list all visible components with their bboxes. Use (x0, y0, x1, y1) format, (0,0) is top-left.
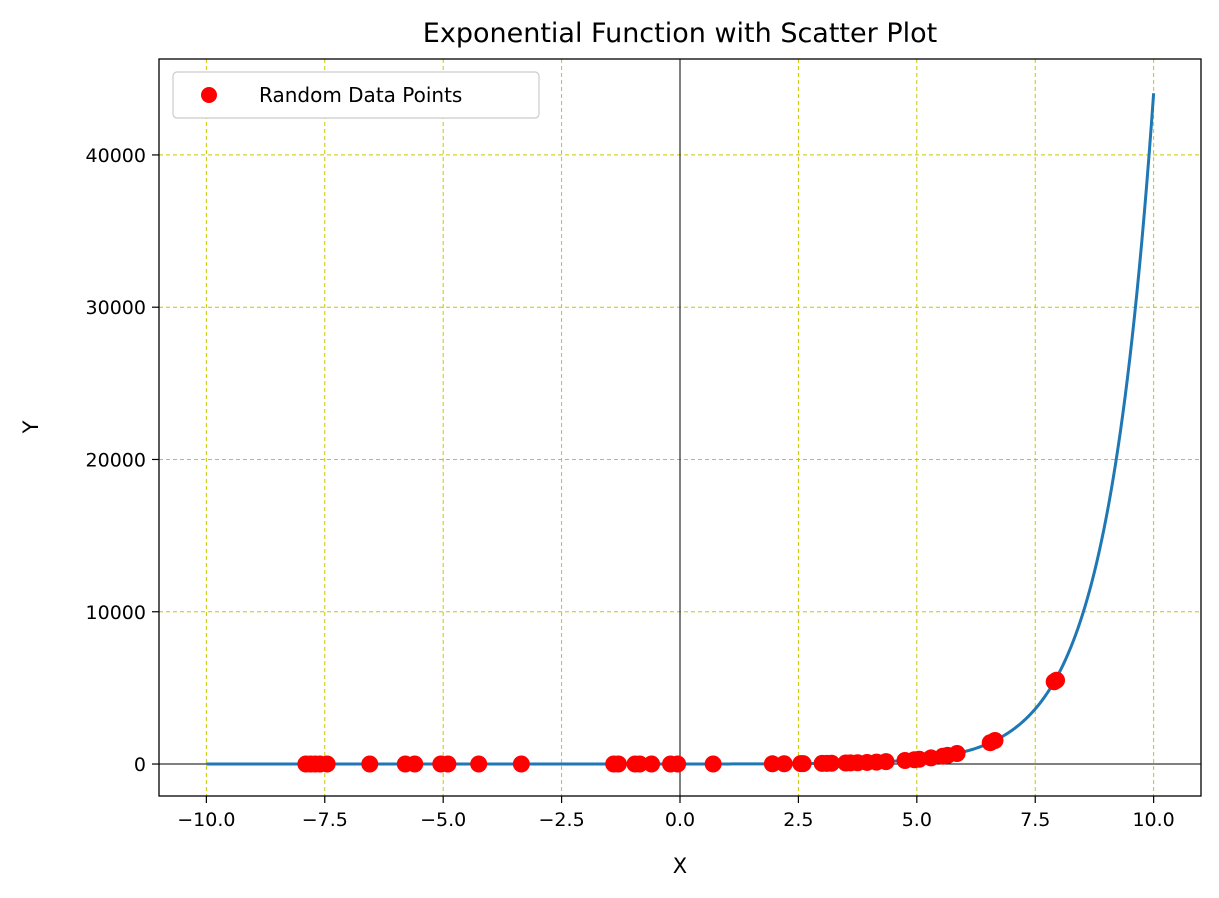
y-tick-label: 30000 (86, 297, 146, 319)
scatter-point (669, 755, 687, 773)
y-tick-label: 0 (134, 754, 146, 776)
x-tick-label: 0.0 (665, 809, 695, 831)
y-axis-label: Y (19, 420, 43, 434)
legend-marker (201, 87, 217, 103)
legend-box (172, 71, 540, 119)
scatter-point (406, 755, 424, 773)
x-axis-ticks: −10.0 −7.5 −5.0 −2.5 0.0 2.5 5.0 7.5 10.0 (177, 796, 1175, 831)
scatter-points-group (297, 671, 1066, 773)
scatter-point (704, 755, 722, 773)
y-tick-label: 10000 (86, 602, 146, 624)
x-tick-label: −7.5 (302, 809, 348, 831)
legend: Random Data Points (172, 71, 540, 119)
scatter-point (794, 755, 812, 773)
x-tick-label: 5.0 (902, 809, 932, 831)
scatter-point (986, 731, 1004, 749)
scatter-point (877, 753, 895, 771)
scatter-point (643, 755, 661, 773)
x-tick-label: 7.5 (1020, 809, 1050, 831)
x-tick-label: 2.5 (783, 809, 813, 831)
scatter-point (361, 755, 379, 773)
scatter-point (775, 755, 793, 773)
scatter-point (948, 744, 966, 762)
y-axis-ticks: 0 10000 20000 30000 40000 (86, 145, 159, 776)
y-tick-label: 40000 (86, 145, 146, 167)
x-tick-label: −2.5 (539, 809, 585, 831)
x-tick-label: −5.0 (420, 809, 466, 831)
scatter-point (470, 755, 488, 773)
scatter-point (631, 755, 649, 773)
scatter-point (439, 755, 457, 773)
legend-entry-label: Random Data Points (259, 83, 462, 107)
scatter-point (318, 755, 336, 773)
scatter-point (512, 755, 530, 773)
x-tick-label: 10.0 (1132, 809, 1174, 831)
scatter-point (763, 755, 781, 773)
scatter-point (609, 755, 627, 773)
x-tick-label: −10.0 (177, 809, 235, 831)
chart-title: Exponential Function with Scatter Plot (423, 18, 937, 49)
scatter-point (1048, 671, 1066, 689)
scatter-point (823, 754, 841, 772)
y-tick-label: 20000 (86, 449, 146, 471)
x-axis-label: X (673, 854, 687, 878)
